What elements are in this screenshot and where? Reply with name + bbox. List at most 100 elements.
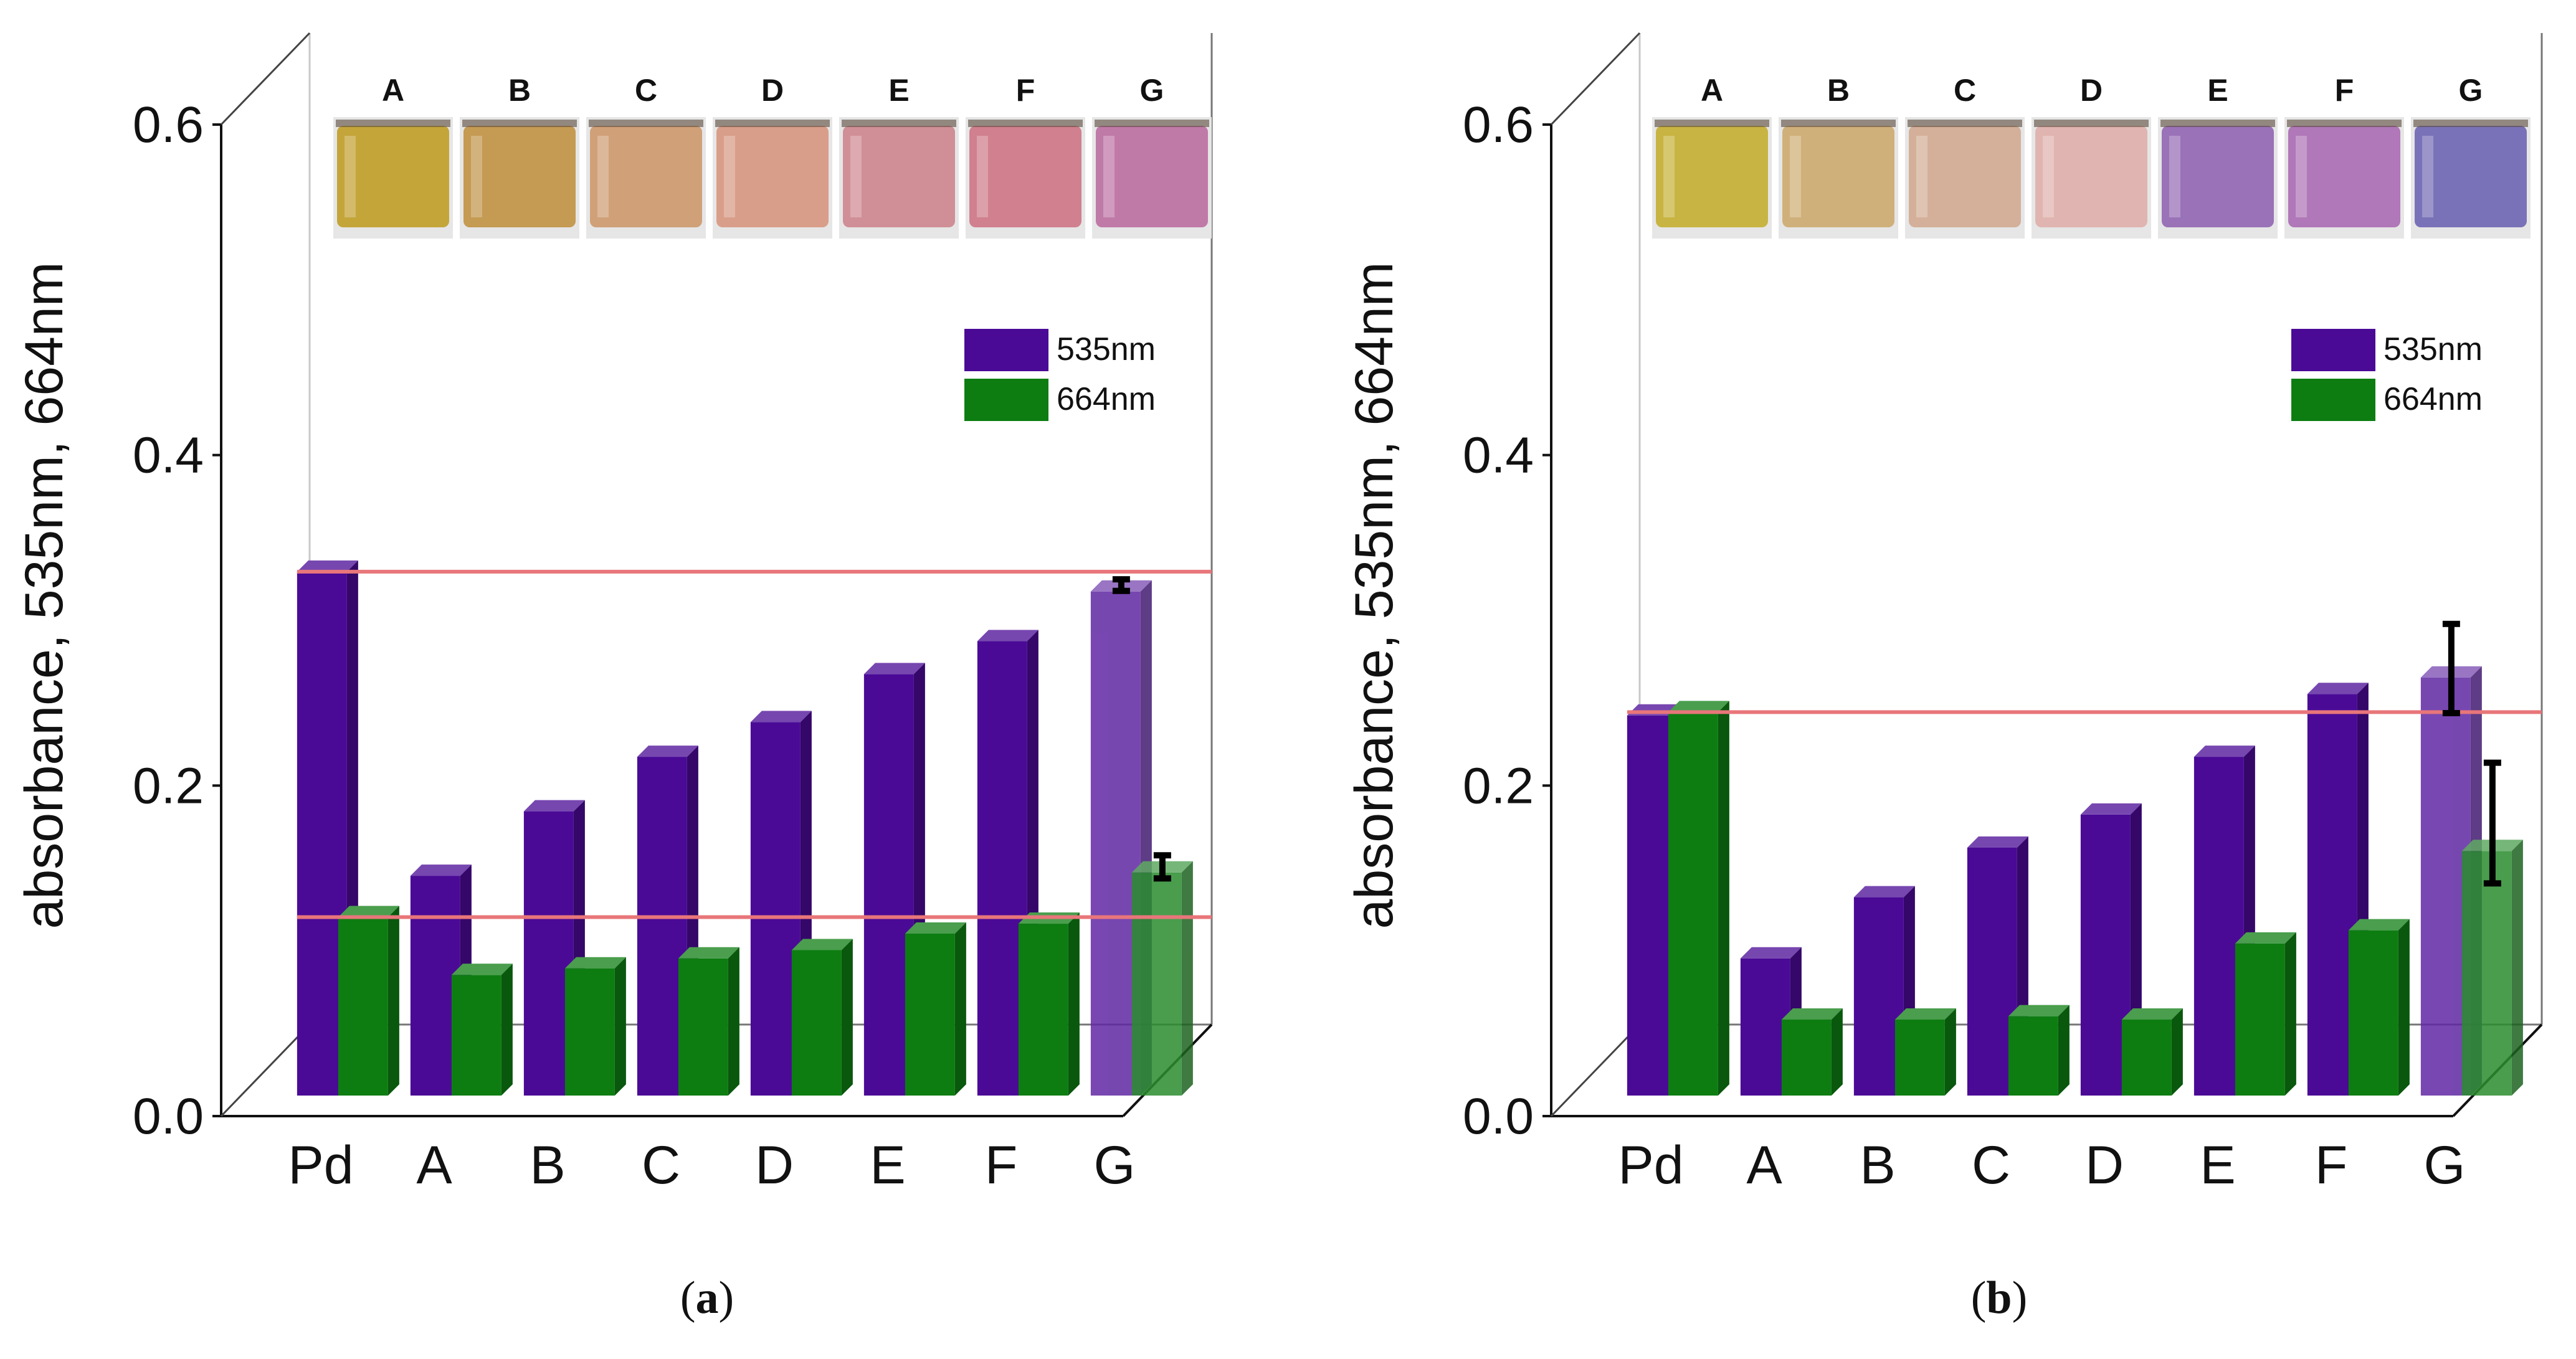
bar-front	[338, 917, 388, 1096]
bar-664nm-G	[2461, 840, 2523, 1096]
vial-liquid	[1909, 126, 2021, 227]
vial-liquid	[463, 126, 576, 227]
vial-liquid	[2035, 126, 2147, 227]
vial-label: G	[2459, 73, 2483, 108]
vial-label: G	[1140, 73, 1164, 108]
vial-rim	[715, 120, 830, 127]
bar-top	[523, 800, 585, 812]
vial-label: E	[2207, 73, 2228, 108]
bar-front	[2461, 851, 2512, 1096]
bar-front	[905, 933, 955, 1096]
bar-front	[1894, 1019, 1945, 1096]
bar-side	[1181, 861, 1193, 1096]
vial-label: B	[1827, 73, 1850, 108]
bar-top	[410, 864, 472, 876]
bar-front	[678, 958, 728, 1096]
vial-rim	[589, 120, 703, 127]
x-tick-label: B	[1860, 1135, 1895, 1195]
x-tick-label: C	[1972, 1135, 2010, 1195]
bar-top	[297, 560, 358, 572]
vial-highlight	[2296, 136, 2307, 217]
legend-label-664nm: 664nm	[1057, 381, 1156, 417]
x-tick-label: A	[416, 1135, 452, 1195]
bar-664nm-Pd	[1668, 701, 1729, 1096]
vial-photo-strip: A B C D E F G	[1652, 73, 2531, 239]
vial-label: F	[1016, 73, 1035, 108]
vial-rim	[842, 120, 956, 127]
bar-top	[678, 947, 739, 959]
bar-front	[1668, 712, 1718, 1096]
bar-side	[954, 922, 966, 1096]
vial-rim	[2287, 120, 2402, 127]
panel-b: 0.0 0.2 0.4 0.6 absorbance, 535nm, 664nm A B C D…	[1344, 32, 2543, 1323]
caption-close: )	[2012, 1272, 2028, 1323]
bar-664nm-F	[2348, 919, 2410, 1096]
vial-label: C	[1954, 73, 1976, 108]
bar-664nm-G	[1131, 861, 1193, 1096]
error-bar-664nm-G	[1153, 852, 1171, 882]
legend-label-535nm: 535nm	[2384, 331, 2483, 367]
vial-rim	[462, 120, 577, 127]
panel-a: 0.0 0.2 0.4 0.6 absorbance, 535nm, 664nm A B C D…	[14, 32, 1213, 1323]
vial-liquid	[716, 126, 829, 227]
vial-label: D	[761, 73, 784, 108]
vial-highlight	[2422, 136, 2433, 217]
bar-front	[564, 968, 615, 1096]
panel-caption: (b)	[1971, 1272, 2027, 1323]
x-tick-label: G	[1094, 1135, 1136, 1195]
caption-open: (	[680, 1272, 696, 1323]
y-tick-label: 0.6	[133, 97, 204, 153]
vial-rim	[336, 120, 450, 127]
legend-swatch-535nm	[964, 329, 1048, 371]
bar-664nm-D	[2121, 1008, 2183, 1096]
y-tick-label: 0.0	[1463, 1088, 1534, 1145]
vial-highlight	[2043, 136, 2054, 217]
x-tick-label: Pd	[1618, 1135, 1683, 1195]
x-tick-label: F	[985, 1135, 1018, 1195]
vial-label: A	[382, 73, 404, 108]
bar-front	[2121, 1019, 2172, 1096]
bar-side	[1068, 912, 1080, 1096]
bar-top	[451, 964, 513, 975]
vial-liquid	[843, 126, 955, 227]
bar-front	[2008, 1016, 2058, 1096]
y-axis-label: absorbance, 535nm, 664nm	[14, 262, 74, 929]
caption-open: (	[1971, 1272, 1987, 1323]
x-tick-label: G	[2424, 1135, 2466, 1195]
y-tick-diagonal	[220, 1023, 311, 1117]
legend-swatch-664nm	[964, 379, 1048, 421]
vial-rim	[1781, 120, 1896, 127]
bar-top	[977, 630, 1038, 642]
bar-side	[2398, 919, 2410, 1096]
vial-liquid	[590, 126, 702, 227]
bar-side	[2511, 840, 2523, 1096]
bar-side	[2171, 1008, 2183, 1096]
bar-top	[1740, 947, 1802, 959]
bar-664nm-F	[1018, 912, 1080, 1096]
bar-side	[1831, 1008, 1843, 1096]
vial-highlight	[1103, 136, 1115, 217]
y-axis-label: absorbance, 535nm, 664nm	[1344, 262, 1404, 929]
error-bar-535nm-G	[2442, 620, 2460, 717]
vial-highlight	[471, 136, 482, 217]
bar-top	[1853, 886, 1915, 897]
vial-highlight	[724, 136, 735, 217]
bar-front	[791, 950, 842, 1096]
vial-rim	[2160, 120, 2275, 127]
vial-liquid	[1096, 126, 1208, 227]
vial-label: A	[1701, 73, 1723, 108]
caption-close: )	[719, 1272, 734, 1323]
y-tick-diagonal	[220, 32, 311, 126]
legend-swatch-664nm	[2291, 379, 2375, 421]
vial-highlight	[2169, 136, 2180, 217]
bar-top	[791, 939, 853, 950]
bar-side	[2058, 1005, 2070, 1096]
vial-label: F	[2335, 73, 2354, 108]
bar-top	[2080, 803, 2142, 815]
x-tick-label: Pd	[288, 1135, 353, 1195]
bar-top	[338, 906, 399, 917]
vial-rim	[1655, 120, 1769, 127]
x-tick-label: F	[2315, 1135, 2348, 1195]
vial-highlight	[345, 136, 356, 217]
y-tick-label: 0.2	[133, 757, 204, 814]
